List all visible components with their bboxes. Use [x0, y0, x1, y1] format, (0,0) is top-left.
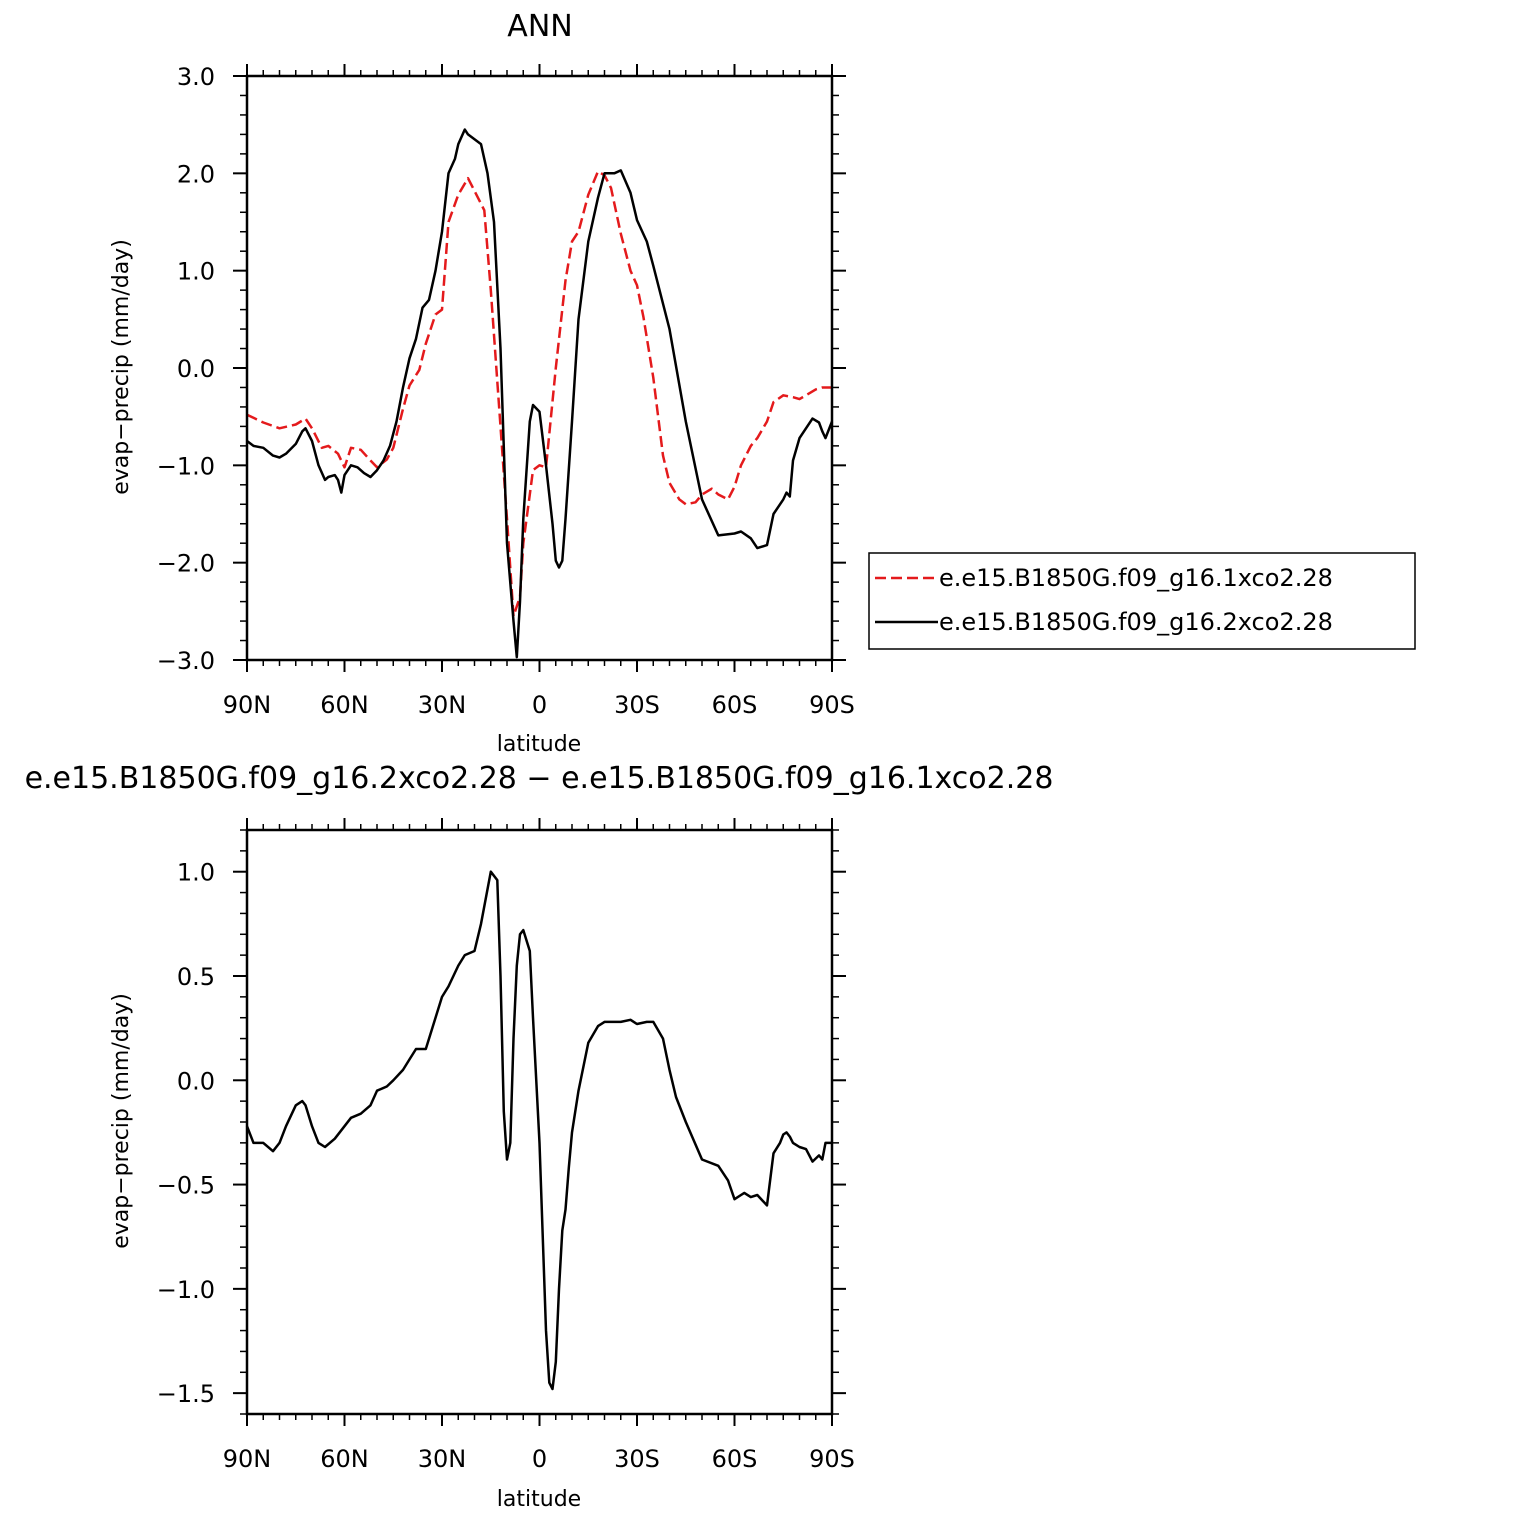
- bottom-panel-x-tick-label: 90N: [223, 1445, 272, 1473]
- bottom-panel: e.e15.B1850G.f09_g16.2xco2.28 − e.e15.B1…: [25, 761, 1054, 1512]
- bottom-panel-title: e.e15.B1850G.f09_g16.2xco2.28 − e.e15.B1…: [25, 761, 1054, 796]
- top-panel-x-tick-label: 60N: [320, 691, 369, 719]
- top-panel-y-tick-label: −2.0: [157, 550, 215, 578]
- top-panel-y-tick-label: 3.0: [177, 63, 215, 91]
- top-panel: ANN evap−precip (mm/day) latitude 90N 60N…: [109, 9, 855, 757]
- legend-box: [868, 552, 1416, 650]
- bottom-panel-x-tick-label: 30S: [614, 1445, 660, 1473]
- top-panel-y-axis-title: evap−precip (mm/day): [109, 239, 134, 495]
- bottom-panel-x-tick-label: 30N: [418, 1445, 467, 1473]
- bottom-panel-y-tick-label: −1.5: [157, 1380, 215, 1408]
- bottom-panel-y-tick-label: 0.0: [177, 1067, 215, 1095]
- top-panel-series-line-1: [246, 128, 834, 659]
- bottom-panel-frame: [245, 828, 834, 1416]
- top-panel-x-tick-label: 30N: [418, 691, 467, 719]
- top-panel-y-tick-label: 0.0: [177, 355, 215, 383]
- top-panel-axes: 90N 60N 30N 0 30S 60S 90S 3.0 2.0 1.0 0.0 −1.0 −2.0 −…: [157, 63, 855, 719]
- bottom-panel-y-tick-label: −1.0: [157, 1276, 215, 1304]
- bottom-panel-x-tick-label: 60N: [320, 1445, 369, 1473]
- legend-label-1xco2: e.e15.B1850G.f09_g16.1xco2.28: [939, 564, 1333, 592]
- top-panel-x-tick-label: 90N: [223, 691, 272, 719]
- bottom-panel-x-tick-label: 90S: [809, 1445, 855, 1473]
- bottom-panel-x-tick-label: 60S: [712, 1445, 758, 1473]
- top-panel-series-line-0: [246, 170, 832, 618]
- bottom-panel-series-line-0: [245, 870, 832, 1391]
- top-panel-y-tick-label: −3.0: [157, 647, 215, 675]
- top-panel-x-tick-label: 30S: [614, 691, 660, 719]
- top-panel-x-axis-title: latitude: [497, 732, 581, 757]
- bottom-panel-x-tick-label: 0: [532, 1445, 547, 1473]
- bottom-panel-series: [245, 870, 832, 1391]
- bottom-panel-x-axis-title: latitude: [497, 1487, 581, 1512]
- top-panel-frame: [245, 74, 834, 662]
- bottom-panel-y-tick-label: 0.5: [177, 963, 215, 991]
- legend-label-2xco2: e.e15.B1850G.f09_g16.2xco2.28: [939, 608, 1333, 636]
- top-panel-y-tick-label: −1.0: [157, 452, 215, 480]
- top-panel-x-tick-label: 90S: [809, 691, 855, 719]
- bottom-panel-y-tick-label: −0.5: [157, 1172, 215, 1200]
- top-panel-x-tick-label: 60S: [712, 691, 758, 719]
- bottom-panel-y-tick-label: 1.0: [177, 859, 215, 887]
- top-panel-x-tick-label: 0: [532, 691, 547, 719]
- top-panel-y-tick-label: 2.0: [177, 160, 215, 188]
- top-panel-y-tick-label: 1.0: [177, 258, 215, 286]
- bottom-panel-y-axis-title: evap−precip (mm/day): [109, 993, 134, 1249]
- legend: e.e15.B1850G.f09_g16.1xco2.28 e.e15.B185…: [868, 552, 1416, 650]
- top-panel-series: [246, 128, 834, 659]
- top-panel-title: ANN: [507, 9, 572, 44]
